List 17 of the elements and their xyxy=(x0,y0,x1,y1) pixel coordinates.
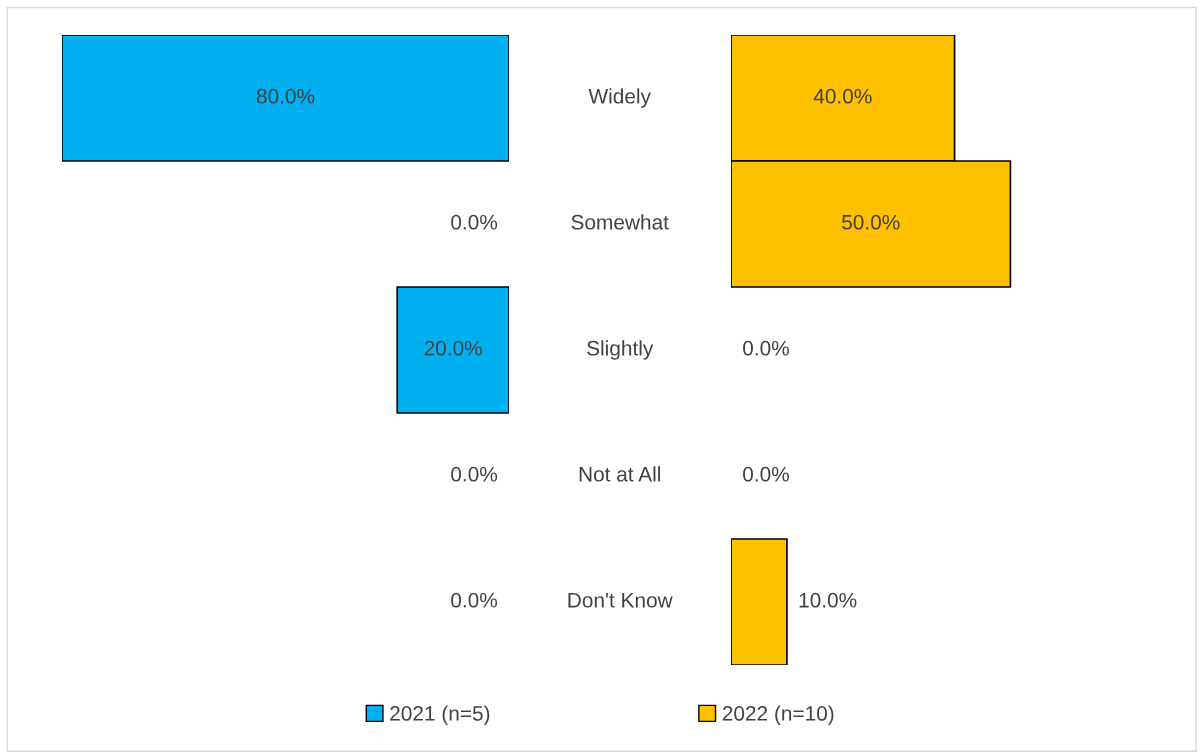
legend-label: 2022 (n=10) xyxy=(722,705,834,725)
data-label: 40.0% xyxy=(813,88,872,104)
y-tick-label: Don't Know xyxy=(568,593,673,608)
y-tick-label: Not at All xyxy=(579,466,661,482)
y-tick-label: Somewhat xyxy=(571,214,669,230)
data-label: 20.0% xyxy=(424,340,482,356)
legend-label: 2021 (n=5) xyxy=(390,705,490,725)
y-tick-label: Widely xyxy=(588,88,651,108)
data-label: 50.0% xyxy=(842,214,900,230)
data-label: 0.0% xyxy=(451,214,498,230)
data-label: 0.0% xyxy=(743,466,789,482)
data-label: 0.0% xyxy=(743,340,789,356)
data-label: 0.0% xyxy=(451,466,498,482)
y-tick-label: Slightly xyxy=(587,340,654,360)
data-label: 0.0% xyxy=(451,592,498,608)
data-label: 10.0% xyxy=(799,592,857,608)
data-label: 80.0% xyxy=(256,88,315,104)
